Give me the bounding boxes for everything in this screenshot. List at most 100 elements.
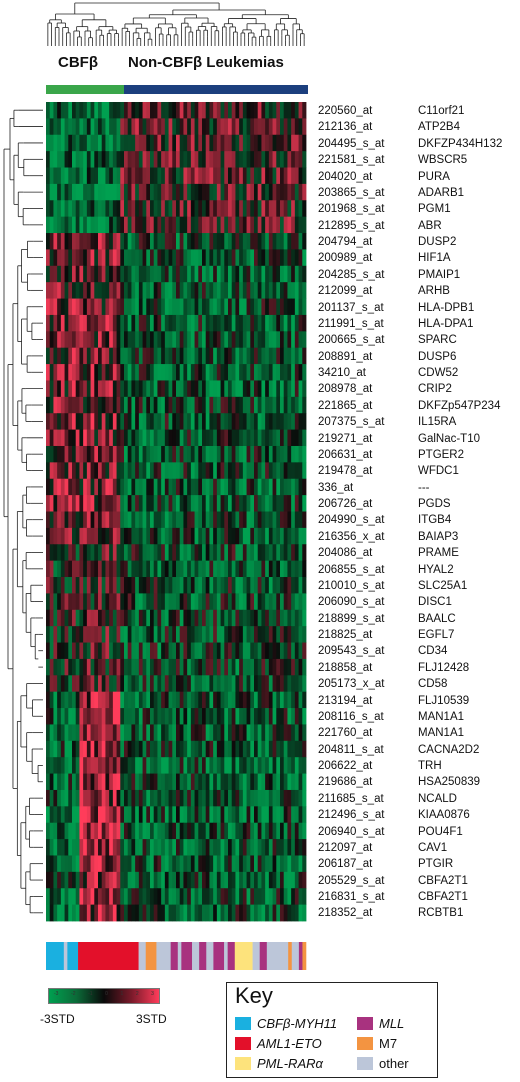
heatmap-cell: [64, 429, 69, 447]
heatmap-cell: [146, 200, 151, 218]
gene-label: CAV1: [418, 841, 448, 854]
heatmap-cell: [220, 183, 225, 201]
heatmap-cell: [68, 871, 73, 889]
heatmap-cell: [176, 445, 181, 463]
heatmap-cell: [302, 118, 307, 136]
heatmap-cell: [298, 757, 303, 774]
heatmap-cell: [153, 167, 158, 185]
heatmap-cell: [268, 462, 273, 480]
heatmap-cell: [109, 347, 114, 365]
heatmap-cell: [109, 789, 114, 807]
heatmap-cell: [112, 560, 117, 578]
heatmap-cell: [146, 593, 151, 611]
heatmap-cell: [239, 134, 244, 152]
heatmap-cell: [265, 757, 270, 774]
heatmap-cell: [250, 265, 255, 283]
heatmap-cell: [60, 626, 65, 643]
subtype-segment: [170, 942, 179, 970]
heatmap-cell: [94, 691, 99, 709]
heatmap-cell: [94, 560, 99, 578]
heatmap-cell: [109, 216, 114, 234]
probe-label: 206090_s_at: [318, 596, 385, 609]
heatmap-cell: [179, 839, 184, 856]
heatmap-cell: [72, 675, 77, 693]
probe-label: 212496_s_at: [318, 809, 385, 822]
heatmap-cell: [302, 560, 307, 578]
heatmap-cell: [75, 839, 80, 856]
heatmap-cell: [257, 593, 262, 611]
heatmap-cell: [220, 658, 225, 676]
heatmap-cell: [246, 806, 251, 824]
heatmap-cell: [49, 445, 54, 463]
heatmap-cell: [138, 708, 143, 725]
heatmap-cell: [157, 888, 162, 906]
heatmap-cell: [161, 396, 166, 414]
heatmap-cell: [53, 118, 58, 136]
heatmap-cell: [168, 331, 173, 349]
heatmap-cell: [60, 151, 65, 168]
heatmap-cell: [250, 134, 255, 152]
heatmap-cell: [98, 495, 103, 512]
heatmap-cell: [220, 429, 225, 447]
heatmap-cell: [194, 183, 199, 201]
heatmap-cell: [298, 527, 303, 545]
gene-dendrogram: [3, 109, 43, 914]
heatmap-cell: [246, 855, 251, 873]
heatmap-cell: [261, 314, 266, 332]
heatmap-cell: [190, 151, 195, 168]
heatmap-cell: [72, 593, 77, 611]
heatmap-cell: [168, 364, 173, 381]
heatmap-cell: [161, 577, 166, 594]
heatmap-cell: [161, 888, 166, 906]
heatmap-cell: [46, 822, 51, 840]
key-label: M7: [379, 1035, 398, 1051]
heatmap-cell: [294, 364, 299, 381]
heatmap-cell: [209, 806, 214, 824]
heatmap-cell: [101, 298, 106, 316]
heatmap-cell: [220, 478, 225, 496]
heatmap-cell: [294, 691, 299, 709]
heatmap-cell: [190, 642, 195, 660]
heatmap-cell: [105, 249, 110, 267]
heatmap-cell: [98, 364, 103, 381]
subtype-segment: [266, 942, 289, 970]
heatmap-cell: [131, 560, 136, 578]
heatmap-cell: [179, 216, 184, 234]
heatmap-cell: [228, 282, 233, 299]
heatmap-cell: [161, 740, 166, 758]
heatmap-cell: [135, 527, 140, 545]
heatmap-cell: [131, 462, 136, 480]
heatmap-cell: [291, 462, 296, 480]
heatmap-cell: [302, 806, 307, 824]
probe-label: 213194_at: [318, 694, 373, 707]
heatmap-cell: [146, 675, 151, 693]
probe-label: 205529_s_at: [318, 874, 385, 887]
heatmap-cell: [294, 151, 299, 168]
heatmap-cell: [291, 364, 296, 381]
heatmap-cell: [216, 282, 221, 299]
heatmap-cell: [205, 347, 210, 365]
heatmap-cell: [287, 511, 292, 529]
heatmap-cell: [239, 560, 244, 578]
heatmap-cell: [116, 282, 121, 299]
heatmap-cell: [246, 544, 251, 562]
heatmap-cell: [176, 806, 181, 824]
heatmap-cell: [116, 151, 121, 168]
heatmap-cell: [75, 478, 80, 496]
heatmap-cell: [101, 445, 106, 463]
heatmap-cell: [220, 527, 225, 545]
heatmap-cell: [216, 577, 221, 594]
heatmap-cell: [176, 429, 181, 447]
heatmap-cell: [224, 249, 229, 267]
heatmap-cell: [127, 806, 132, 824]
heatmap-cell: [235, 265, 240, 283]
heatmap-cell: [79, 675, 84, 693]
heatmap-cell: [276, 429, 281, 447]
heatmap-cell: [302, 773, 307, 791]
heatmap-cell: [131, 527, 136, 545]
heatmap-cell: [176, 773, 181, 791]
heatmap-cell: [179, 593, 184, 611]
heatmap-cell: [131, 380, 136, 398]
subtype-segment: [227, 942, 236, 970]
heatmap-cell: [90, 314, 95, 332]
